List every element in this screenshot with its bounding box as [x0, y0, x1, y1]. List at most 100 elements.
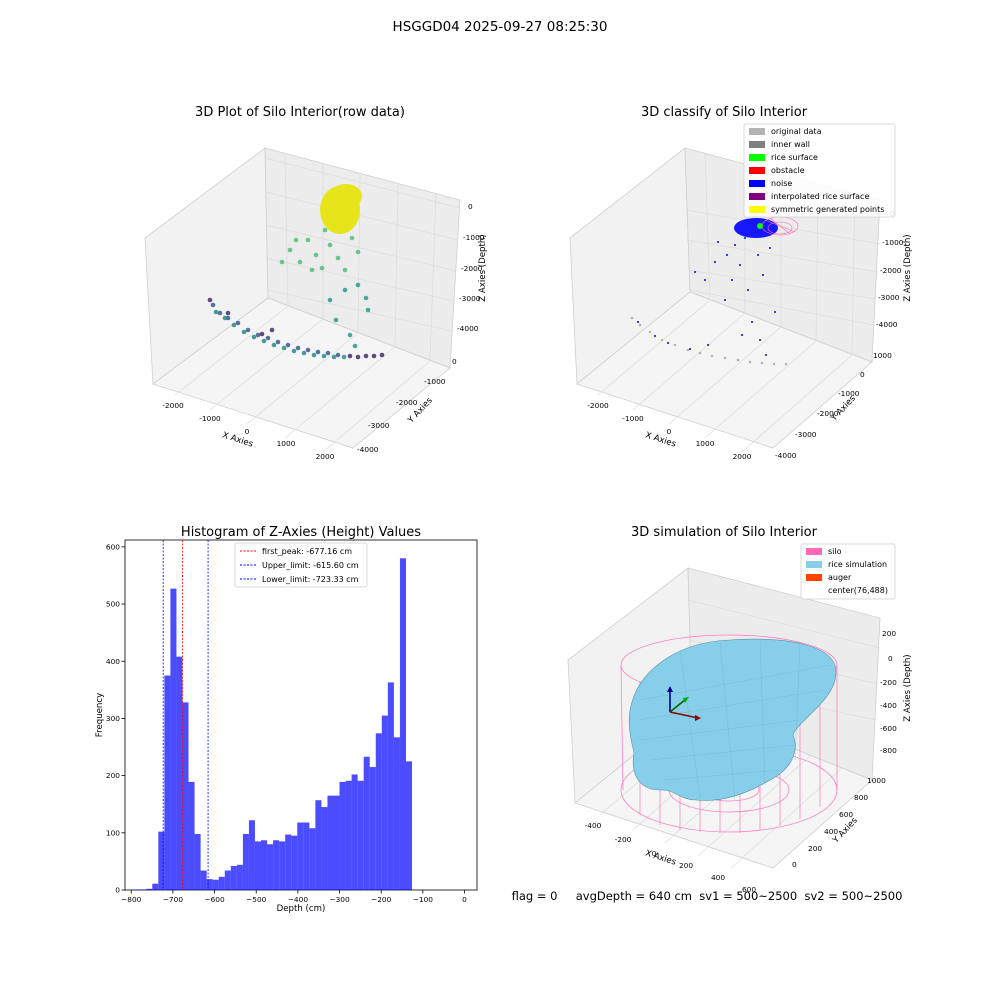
legend-label: silo	[828, 547, 842, 556]
sim-xtick: 600	[742, 885, 756, 894]
legend-label: interpolated rice surface	[771, 192, 869, 201]
histogram-bar	[140, 889, 147, 890]
histogram-x-ticks: −800 −700 −600 −500 −400 −300 −200 −100 0	[121, 890, 467, 904]
histogram-bar	[170, 588, 177, 890]
histogram-bar	[164, 675, 171, 890]
histogram-bar	[327, 795, 334, 890]
sim-ytick: 400	[824, 827, 838, 836]
histogram-title: Histogram of Z-Axies (Height) Values	[181, 525, 421, 540]
legend-swatch-silo	[806, 548, 822, 555]
histogram-bar	[345, 780, 352, 890]
histogram-bar	[212, 879, 219, 890]
histogram-legend: first_peak: -677.16 cm Upper_limit: -615…	[234, 542, 368, 588]
panel-classify: 3D classify of Silo Interior	[569, 105, 913, 461]
histogram-bar	[176, 656, 183, 890]
histogram-bar	[291, 835, 298, 890]
figure-title: HSGGD04 2025-09-27 08:25:30	[393, 19, 608, 35]
panel-histogram: Histogram of Z-Axies (Height) Values −80…	[95, 525, 478, 914]
classify-x-axis-label: X Axies	[644, 430, 678, 449]
classify-ytick: -4000	[775, 451, 797, 460]
histogram-bar	[152, 883, 159, 890]
histogram-bar	[321, 807, 328, 890]
raw-3d-axes-panes	[144, 147, 461, 453]
legend-swatch-auger	[806, 574, 822, 581]
histogram-bar	[146, 888, 153, 890]
raw-ztick: -1000	[463, 233, 485, 242]
histogram-bar	[188, 781, 195, 890]
raw-axis-ticks: -2000 -1000 0 1000 2000 0 -1000 -2000 -3…	[162, 202, 485, 461]
raw-ytick: -3000	[368, 421, 390, 430]
raw-scatter-points	[207, 184, 385, 360]
histogram-bar	[200, 870, 207, 890]
rice-simulation-surface	[628, 638, 837, 801]
classify-xtick: -2000	[587, 401, 609, 410]
raw-ztick: 0	[468, 202, 473, 211]
legend-label: original data	[771, 127, 822, 136]
histogram-bar	[261, 840, 268, 890]
sim-ytick: 1000	[867, 776, 886, 785]
sim-ztick: 0	[888, 654, 893, 663]
sim-xtick: 400	[711, 873, 725, 882]
histogram-bar	[381, 715, 388, 890]
legend-swatch-rice-simulation	[806, 561, 822, 568]
x-tick-label: −400	[288, 895, 309, 904]
histogram-bar	[218, 876, 225, 890]
raw-xtick: 1000	[277, 439, 296, 448]
sim-ztick: -600	[880, 724, 897, 733]
classify-xtick: -1000	[622, 414, 644, 423]
legend-label: rice simulation	[828, 560, 887, 569]
histogram-bar	[387, 682, 394, 890]
histogram-bar	[254, 841, 262, 890]
sim-x-axis-label: X Axies	[644, 848, 678, 867]
histogram-bar	[224, 870, 231, 890]
sim-xtick: -200	[615, 835, 632, 844]
histogram-y-axis-label: Frequency	[95, 693, 105, 737]
auger-axes-marker	[667, 686, 701, 721]
sim-ztick: -400	[880, 701, 897, 710]
simulation-panel-title: 3D simulation of Silo Interior	[631, 525, 818, 540]
histogram-bar	[297, 822, 304, 890]
histogram-bar	[333, 795, 340, 890]
histogram-bar	[363, 756, 370, 890]
classify-panel-title: 3D classify of Silo Interior	[641, 105, 808, 120]
classify-3d-axes-panes	[569, 147, 881, 453]
histogram-bar	[351, 774, 358, 890]
legend-label: obstacle	[771, 166, 805, 175]
y-tick-label: 600	[106, 542, 120, 551]
legend-label: symmetric generated points	[771, 205, 884, 214]
classify-ytick: -3000	[795, 430, 817, 439]
histogram-bar	[182, 702, 189, 890]
classify-legend: original data inner wall rice surface ob…	[743, 123, 896, 218]
sim-ytick: 800	[854, 793, 868, 802]
panel-simulation: 3D simulation of Silo Interior	[567, 525, 913, 894]
legend-swatch-interpolated-rice-surface	[749, 193, 765, 200]
histogram-bar	[309, 828, 316, 890]
classify-ytick: 0	[860, 370, 865, 379]
x-tick-label: −600	[204, 895, 225, 904]
histogram-bar	[357, 780, 364, 890]
raw-ztick: -4000	[457, 324, 479, 333]
histogram-bar	[339, 781, 346, 890]
histogram-bar	[236, 864, 243, 890]
legend-label: rice surface	[771, 153, 818, 162]
histogram-bar	[230, 865, 237, 890]
legend-label: center(76,488)	[828, 586, 888, 595]
sim-ztick: -800	[880, 746, 897, 755]
sim-xtick: -400	[585, 821, 602, 830]
raw-ztick: -2000	[461, 264, 483, 273]
y-tick-label: 500	[106, 600, 120, 609]
sim-ztick: 200	[882, 629, 896, 638]
classify-ztick: -3000	[878, 293, 900, 302]
histogram-bar	[399, 558, 406, 890]
legend-label: auger	[828, 573, 852, 582]
legend-swatch-rice-surface	[749, 154, 765, 161]
simulation-legend: silo rice simulation auger center(76,488…	[800, 543, 896, 600]
panel-raw-data: 3D Plot of Silo Interior(row data)	[144, 105, 488, 461]
y-tick-label: 200	[106, 771, 120, 780]
classify-ztick: -4000	[876, 320, 898, 329]
sim-z-axis-label: Z Axies (Depth)	[903, 654, 913, 721]
legend-swatch-symmetric-generated-points	[749, 206, 765, 213]
classify-ztick: -1000	[882, 238, 904, 247]
raw-panel-title: 3D Plot of Silo Interior(row data)	[195, 105, 405, 120]
